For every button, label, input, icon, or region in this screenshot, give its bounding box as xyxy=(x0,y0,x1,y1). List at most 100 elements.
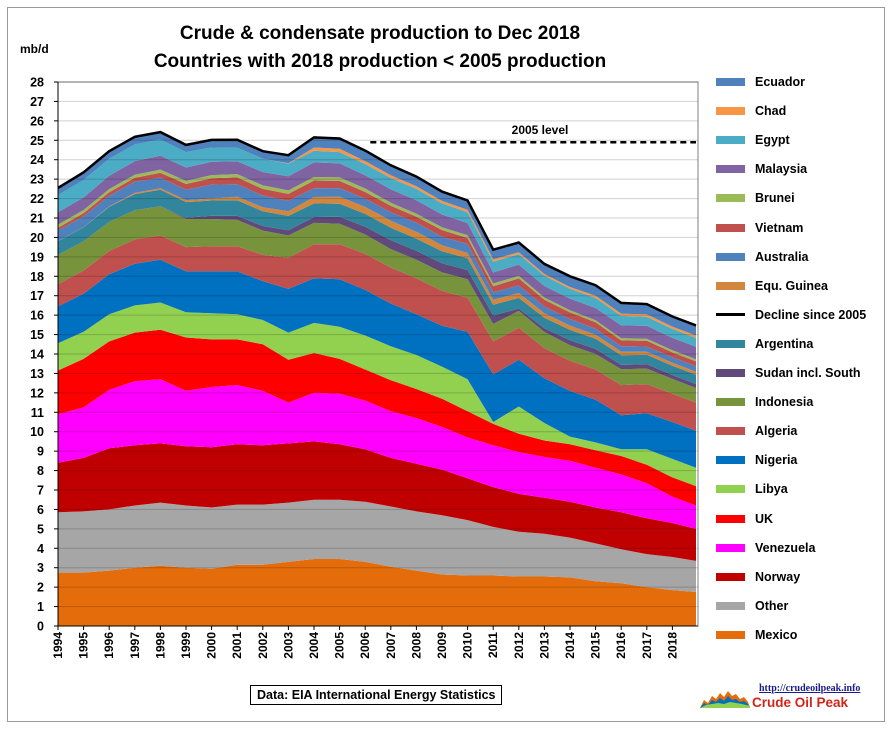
legend-item: Ecuador xyxy=(716,74,805,90)
legend-label: Malaysia xyxy=(755,162,808,177)
legend-swatch xyxy=(716,339,745,348)
legend-swatch xyxy=(716,427,745,436)
legend-swatch xyxy=(716,223,745,232)
x-tick-label: 1998 xyxy=(153,632,167,659)
x-tick-label: 2009 xyxy=(435,632,449,659)
legend-label: Ecuador xyxy=(755,75,806,89)
data-source-box: Data: EIA International Energy Statistic… xyxy=(250,685,503,705)
legend-label: Libya xyxy=(755,482,788,497)
y-tick-label: 14 xyxy=(30,348,44,362)
y-tick-label: 24 xyxy=(30,153,44,167)
legend-swatch xyxy=(716,281,745,290)
y-tick-label: 5 xyxy=(37,522,44,536)
area-series-egypt xyxy=(58,139,696,347)
legend-label: Brunei xyxy=(755,191,795,206)
x-tick-label: 1994 xyxy=(51,632,65,659)
y-tick-label: 15 xyxy=(30,328,44,342)
area-series-malaysia xyxy=(58,155,696,360)
legend-label: Sudan incl. South xyxy=(755,366,861,380)
legend-item: Sudan incl. South xyxy=(716,365,861,381)
legend-swatch xyxy=(716,398,745,407)
x-tick-label: 2005 xyxy=(333,632,347,659)
x-tick-label: 1996 xyxy=(102,632,116,659)
area-series-norway xyxy=(58,441,696,561)
y-tick-label: 18 xyxy=(30,270,44,284)
y-tick-label: 26 xyxy=(30,114,44,128)
area-series-indonesia xyxy=(58,206,696,403)
chart-title-line2: Countries with 2018 production < 2005 pr… xyxy=(153,51,607,72)
x-tick-label: 2014 xyxy=(563,632,577,659)
legend-swatch xyxy=(716,485,745,494)
legend-label: UK xyxy=(755,511,774,526)
y-tick-label: 6 xyxy=(37,503,44,517)
legend-swatch xyxy=(716,78,745,86)
legend-item: Libya xyxy=(716,481,788,497)
legend-swatch xyxy=(716,165,745,174)
x-tick-label: 2010 xyxy=(461,632,475,659)
y-tick-label: 9 xyxy=(37,445,44,459)
legend-swatch xyxy=(716,572,745,581)
legend-line-swatch xyxy=(716,313,745,317)
y-tick-label: 28 xyxy=(30,76,44,90)
y-tick-label: 11 xyxy=(31,406,44,420)
total-production-line xyxy=(57,130,697,327)
legend-item: Decline since 2005 xyxy=(716,307,866,323)
y-tick-label: 7 xyxy=(37,484,44,498)
legend-label: Nigeria xyxy=(755,453,798,468)
area-series-argentina xyxy=(58,189,696,385)
legend-label: Mexico xyxy=(755,627,798,642)
legend-swatch xyxy=(716,601,745,610)
y-tick-label: 3 xyxy=(37,561,44,575)
y-tick-label: 10 xyxy=(30,425,44,439)
legend-label: Algeria xyxy=(755,424,798,439)
legend-swatch xyxy=(716,514,745,523)
crude-oil-peak-logo xyxy=(700,691,750,708)
legend-swatch xyxy=(716,543,745,552)
x-tick-label: 2011 xyxy=(486,632,500,658)
area-series-mexico xyxy=(58,559,696,626)
legend-label: Venezuela xyxy=(755,540,816,555)
brand-url-link[interactable]: http://crudeoilpeak.info xyxy=(759,683,861,694)
x-tick-label: 2016 xyxy=(614,632,628,659)
legend-swatch xyxy=(716,136,745,145)
legend-label: Norway xyxy=(755,569,801,584)
legend-item: Vietnam xyxy=(716,220,803,236)
y-tick-label: 20 xyxy=(30,231,44,245)
legend-label: Indonesia xyxy=(755,395,814,410)
y-tick-label: 17 xyxy=(30,289,44,303)
y-tick-label: 19 xyxy=(30,250,44,264)
legend-label: Argentina xyxy=(755,336,814,351)
x-tick-label: 2018 xyxy=(665,632,679,659)
legend-item: Venezuela xyxy=(716,540,815,556)
legend-label: Decline since 2005 xyxy=(755,307,867,322)
chart-title: Crude & condensate production to Dec 201… xyxy=(60,20,700,76)
legend-item: Australia xyxy=(716,249,809,265)
area-series-nigeria xyxy=(58,259,696,468)
legend-item: Algeria xyxy=(716,423,797,439)
area-series-uk xyxy=(58,329,696,506)
legend-item: Argentina xyxy=(716,336,813,352)
x-tick-label: 1997 xyxy=(128,632,142,659)
legend-label: Equ. Guinea xyxy=(755,278,828,293)
y-tick-label: 0 xyxy=(37,620,44,634)
x-tick-label: 1999 xyxy=(179,632,193,659)
legend-item: Chad xyxy=(716,103,786,119)
annotation-2005-level: 2005 level xyxy=(512,123,569,137)
legend-swatch xyxy=(716,194,745,203)
legend-item: Egypt xyxy=(716,132,790,148)
legend-label: Vietnam xyxy=(755,220,804,235)
legend-item: Nigeria xyxy=(716,452,797,468)
legend-label: Australia xyxy=(755,249,809,264)
x-tick-label: 2002 xyxy=(256,632,270,659)
x-tick-label: 2017 xyxy=(640,632,654,659)
area-series-other xyxy=(58,499,696,592)
legend-label: Egypt xyxy=(755,133,790,148)
y-tick-label: 4 xyxy=(37,542,44,556)
legend-item: Other xyxy=(716,598,788,614)
y-tick-label: 25 xyxy=(30,134,44,148)
y-tick-label: 27 xyxy=(30,95,44,109)
x-tick-label: 2012 xyxy=(512,632,526,659)
x-tick-label: 2015 xyxy=(589,632,603,659)
x-tick-label: 2008 xyxy=(409,632,423,659)
